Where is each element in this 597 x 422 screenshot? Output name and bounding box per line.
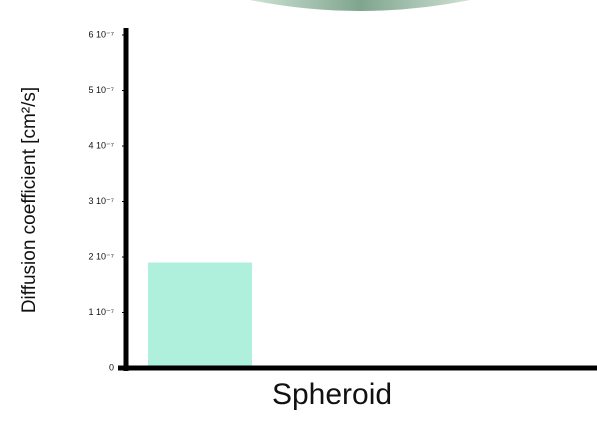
- y-tick-label: 1 10⁻⁷: [88, 307, 114, 317]
- chart: Diffusion coefficient [cm²/s] 0 1 10⁻⁷ 2 1…: [0, 0, 597, 422]
- y-tick-label: 0: [109, 362, 114, 372]
- y-tick-label: 2 10⁻⁷: [88, 251, 114, 261]
- y-tick-label: 4 10⁻⁷: [88, 140, 114, 150]
- bar: [148, 263, 252, 368]
- x-tick-label: Spheroid: [272, 378, 392, 411]
- decoration: [250, 0, 470, 11]
- y-tick-label: 5 10⁻⁷: [88, 85, 114, 95]
- y-tick-label: 6 10⁻⁷: [88, 29, 114, 39]
- y-tick-label: 3 10⁻⁷: [88, 196, 114, 206]
- y-axis-label: Diffusion coefficient [cm²/s]: [19, 87, 40, 313]
